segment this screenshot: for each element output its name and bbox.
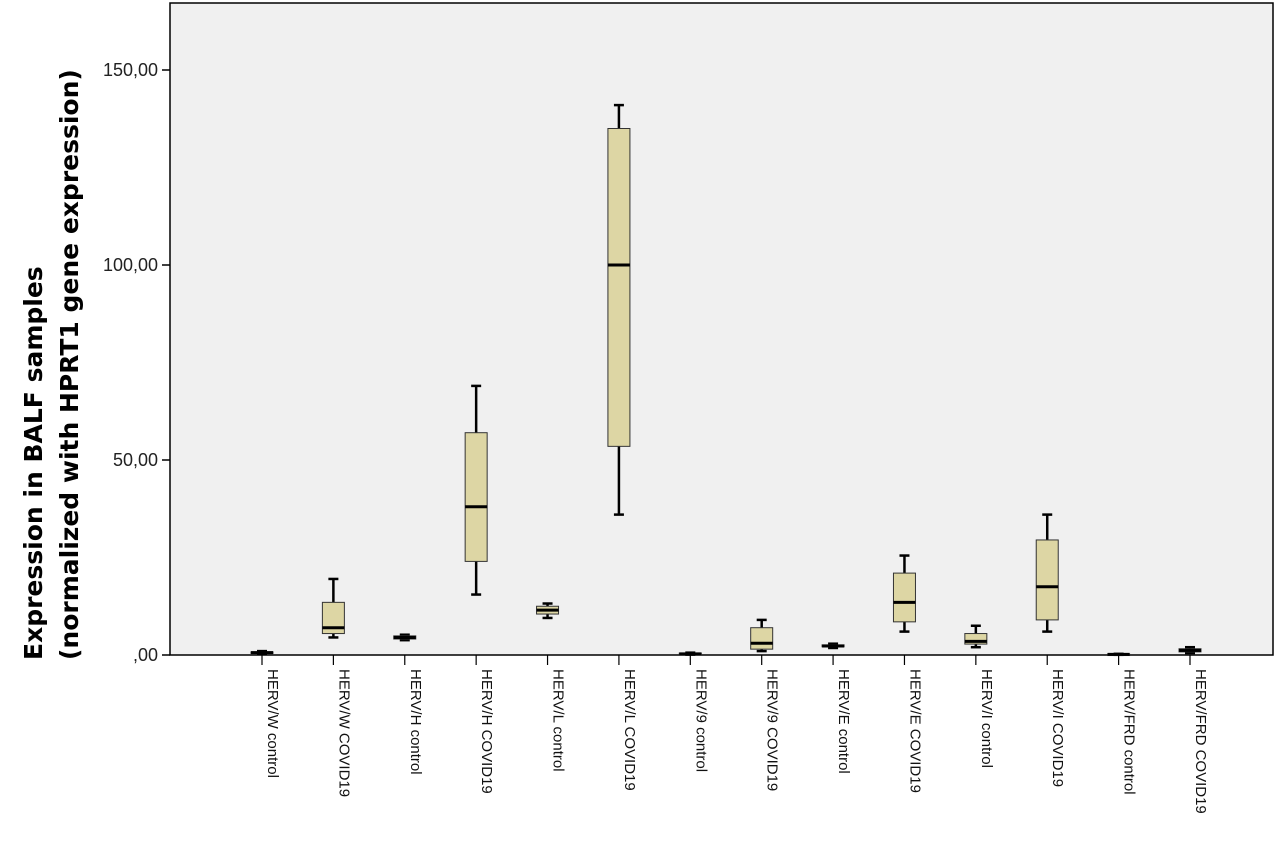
iqr-box: [964, 633, 988, 645]
x-category-label: HERV/L control: [550, 669, 567, 772]
x-category-label: HERV/I control: [978, 669, 995, 768]
x-category-label: HERV/L COVID19: [621, 669, 638, 791]
iqr-box: [892, 572, 916, 623]
x-category-label: HERV/FRD control: [1121, 669, 1138, 795]
x-category-label: HERV/W COVID19: [335, 669, 352, 797]
box-14: [1178, 645, 1202, 655]
box-2: [321, 577, 345, 639]
box-10: [892, 554, 916, 633]
x-category-label: HERV/E control: [835, 669, 852, 774]
y-tick-label: ,00: [133, 645, 158, 665]
iqr-box: [321, 601, 345, 635]
iqr-box: [1035, 539, 1059, 621]
y-axis: ,00 50,00 100,00 150,00: [103, 60, 170, 665]
box-8: [750, 618, 774, 653]
box-7: [678, 651, 702, 656]
y-axis-title-line2: (normalized with HPRT1 gene expression): [55, 69, 84, 660]
box-9: [821, 642, 845, 650]
y-tick-label: 50,00: [113, 450, 158, 470]
x-axis: HERV/W control HERV/W COVID19 HERV/H contr…: [261, 655, 1209, 814]
box-3: [393, 633, 417, 642]
y-tick-label: 100,00: [103, 255, 158, 275]
box-series: [250, 103, 1202, 657]
x-category-label: HERV/FRD COVID19: [1192, 669, 1209, 814]
x-category-label: HERV/W control: [264, 669, 281, 778]
iqr-box: [464, 432, 488, 562]
plot-area: [169, 2, 1274, 656]
x-category-label: HERV/I COVID19: [1049, 669, 1066, 787]
box-6: [607, 103, 631, 516]
x-category-label: HERV/H COVID19: [478, 669, 495, 794]
iqr-box: [750, 627, 774, 650]
x-category-label: HERV/H control: [407, 669, 424, 775]
x-category-label: HERV/E COVID19: [906, 669, 923, 793]
box-11: [964, 624, 988, 649]
iqr-box: [607, 128, 631, 447]
y-tick-label: 150,00: [103, 60, 158, 80]
y-axis-title-line1: Expression in BALF samples: [19, 266, 48, 660]
box-12: [1035, 513, 1059, 633]
box-1: [250, 649, 274, 656]
box-4: [464, 384, 488, 596]
x-category-label: HERV/9 COVID19: [764, 669, 781, 791]
x-category-label: HERV/9 control: [692, 669, 709, 772]
box-5: [536, 602, 560, 620]
